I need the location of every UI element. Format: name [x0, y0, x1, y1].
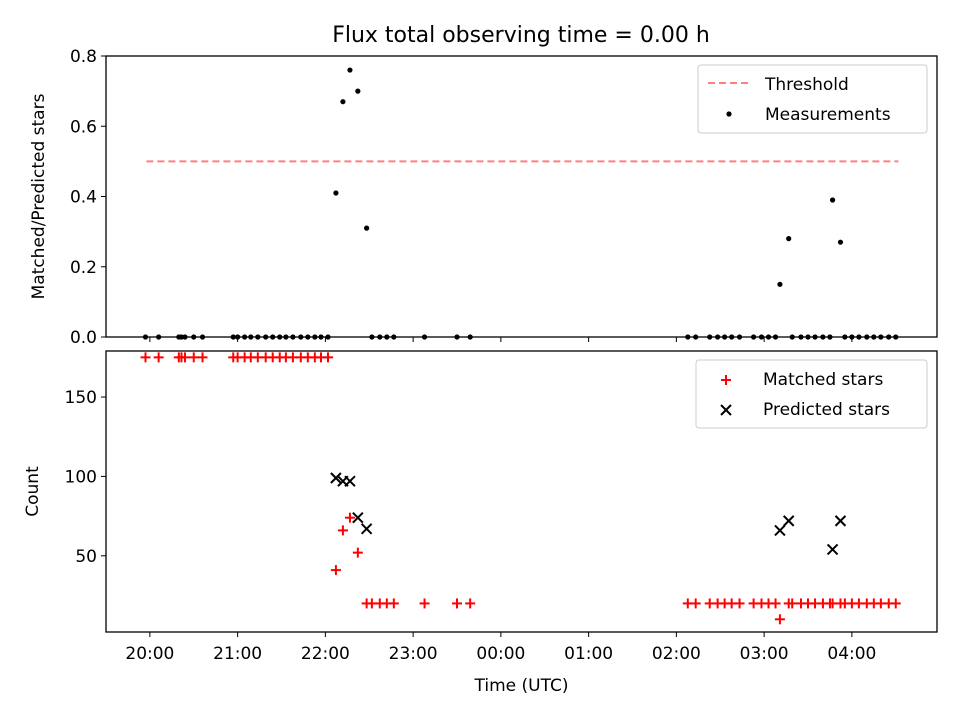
predicted-star-point [360, 523, 373, 535]
x-tick-label: 20:00 [125, 644, 174, 664]
y-tick-label: 0.4 [70, 188, 97, 208]
matched-star-point [344, 512, 355, 523]
matched-star-point [388, 598, 399, 609]
cross-b [774, 524, 786, 537]
x-tick-label: 22:00 [301, 644, 350, 664]
y-axis-label: Matched/Predicted stars [29, 93, 49, 299]
matched-star-point [188, 352, 199, 363]
y-tick-label: 0.8 [70, 47, 97, 67]
measurement-point [355, 88, 361, 94]
measurement-point [364, 225, 370, 231]
matched-star-point [890, 598, 901, 609]
legend-measurements-swatch [726, 111, 732, 117]
bottom-plot-frame [105, 350, 938, 633]
matched-star-point [323, 352, 334, 363]
chart-title: Flux total observing time = 0.00 h [332, 23, 710, 48]
matched-star-point [419, 598, 430, 609]
predicted-star-point [782, 515, 795, 527]
matched-star-point [352, 547, 363, 558]
x-tick-label: 03:00 [740, 644, 789, 664]
matched-star-point [179, 352, 190, 363]
legend-box [695, 359, 928, 429]
x-tick-label: 01:00 [564, 644, 613, 664]
y-tick-label: 0.6 [70, 117, 97, 137]
cross-b [330, 472, 342, 484]
x-tick-label: 21:00 [213, 644, 262, 664]
matched-star-point [337, 525, 348, 536]
x-tick-label: 23:00 [389, 644, 438, 664]
matched-star-point [452, 598, 463, 609]
y-tick-label: 150 [65, 388, 97, 408]
y-tick-label: 0.2 [70, 258, 97, 278]
x-axis-label: Time (UTC) [474, 676, 569, 696]
matched-star-point [774, 614, 785, 625]
legend-predicted-swatch [720, 404, 732, 416]
measurement-point [786, 236, 792, 242]
x-tick-label: 02:00 [652, 644, 701, 664]
y-tick-label: 50 [75, 547, 97, 567]
top-panel: 0.0 0.2 0.4 0.6 0.8 Matched/Predicted stars Th… [29, 47, 938, 348]
matched-star-point [330, 565, 341, 576]
x-tick-label: 04:00 [827, 644, 876, 664]
legend-matched-label: Matched stars [763, 370, 883, 390]
cross-b [720, 404, 732, 416]
predicted-star-point [330, 472, 342, 484]
measurement-point [333, 190, 339, 196]
matched-star-point [770, 598, 781, 609]
measurement-point [829, 197, 836, 203]
y-tick-label: 0.0 [70, 328, 97, 348]
cross-b [360, 523, 373, 535]
legend-measurements-label: Measurements [765, 105, 891, 125]
matched-star-point [197, 352, 208, 363]
bottom-panel: 50 100 150 20:00 21:00 22:00 23:00 00:00 01:00 02… [23, 350, 938, 696]
matched-star-point [465, 598, 476, 609]
matched-star-point [690, 598, 701, 609]
x-tick-label: 00:00 [476, 644, 525, 664]
legend-matched-swatch [721, 375, 731, 385]
y-tick-label: 100 [65, 467, 97, 487]
cross-b [344, 475, 356, 487]
predicted-star-point [352, 511, 364, 524]
predicted-star-point [826, 543, 839, 556]
cross-b [834, 515, 847, 527]
matched-star-point [153, 352, 164, 363]
predicted-star-point [774, 524, 786, 537]
matched-star-point [140, 352, 151, 363]
measurement-point [777, 281, 783, 287]
legend-predicted-label: Predicted stars [763, 400, 890, 420]
legend-box [697, 64, 928, 134]
predicted-star-point [834, 515, 847, 527]
matched-star-point [734, 598, 745, 609]
cross-b [826, 543, 839, 556]
y-axis-label: Count [23, 466, 43, 517]
matched-star-point [787, 598, 798, 609]
measurement-point [347, 67, 353, 73]
cross-b [782, 515, 795, 527]
measurement-point [340, 99, 346, 105]
predicted-star-point [344, 475, 356, 487]
measurement-point [837, 239, 844, 245]
legend-threshold-label: Threshold [764, 75, 849, 95]
cross-b [352, 511, 364, 524]
